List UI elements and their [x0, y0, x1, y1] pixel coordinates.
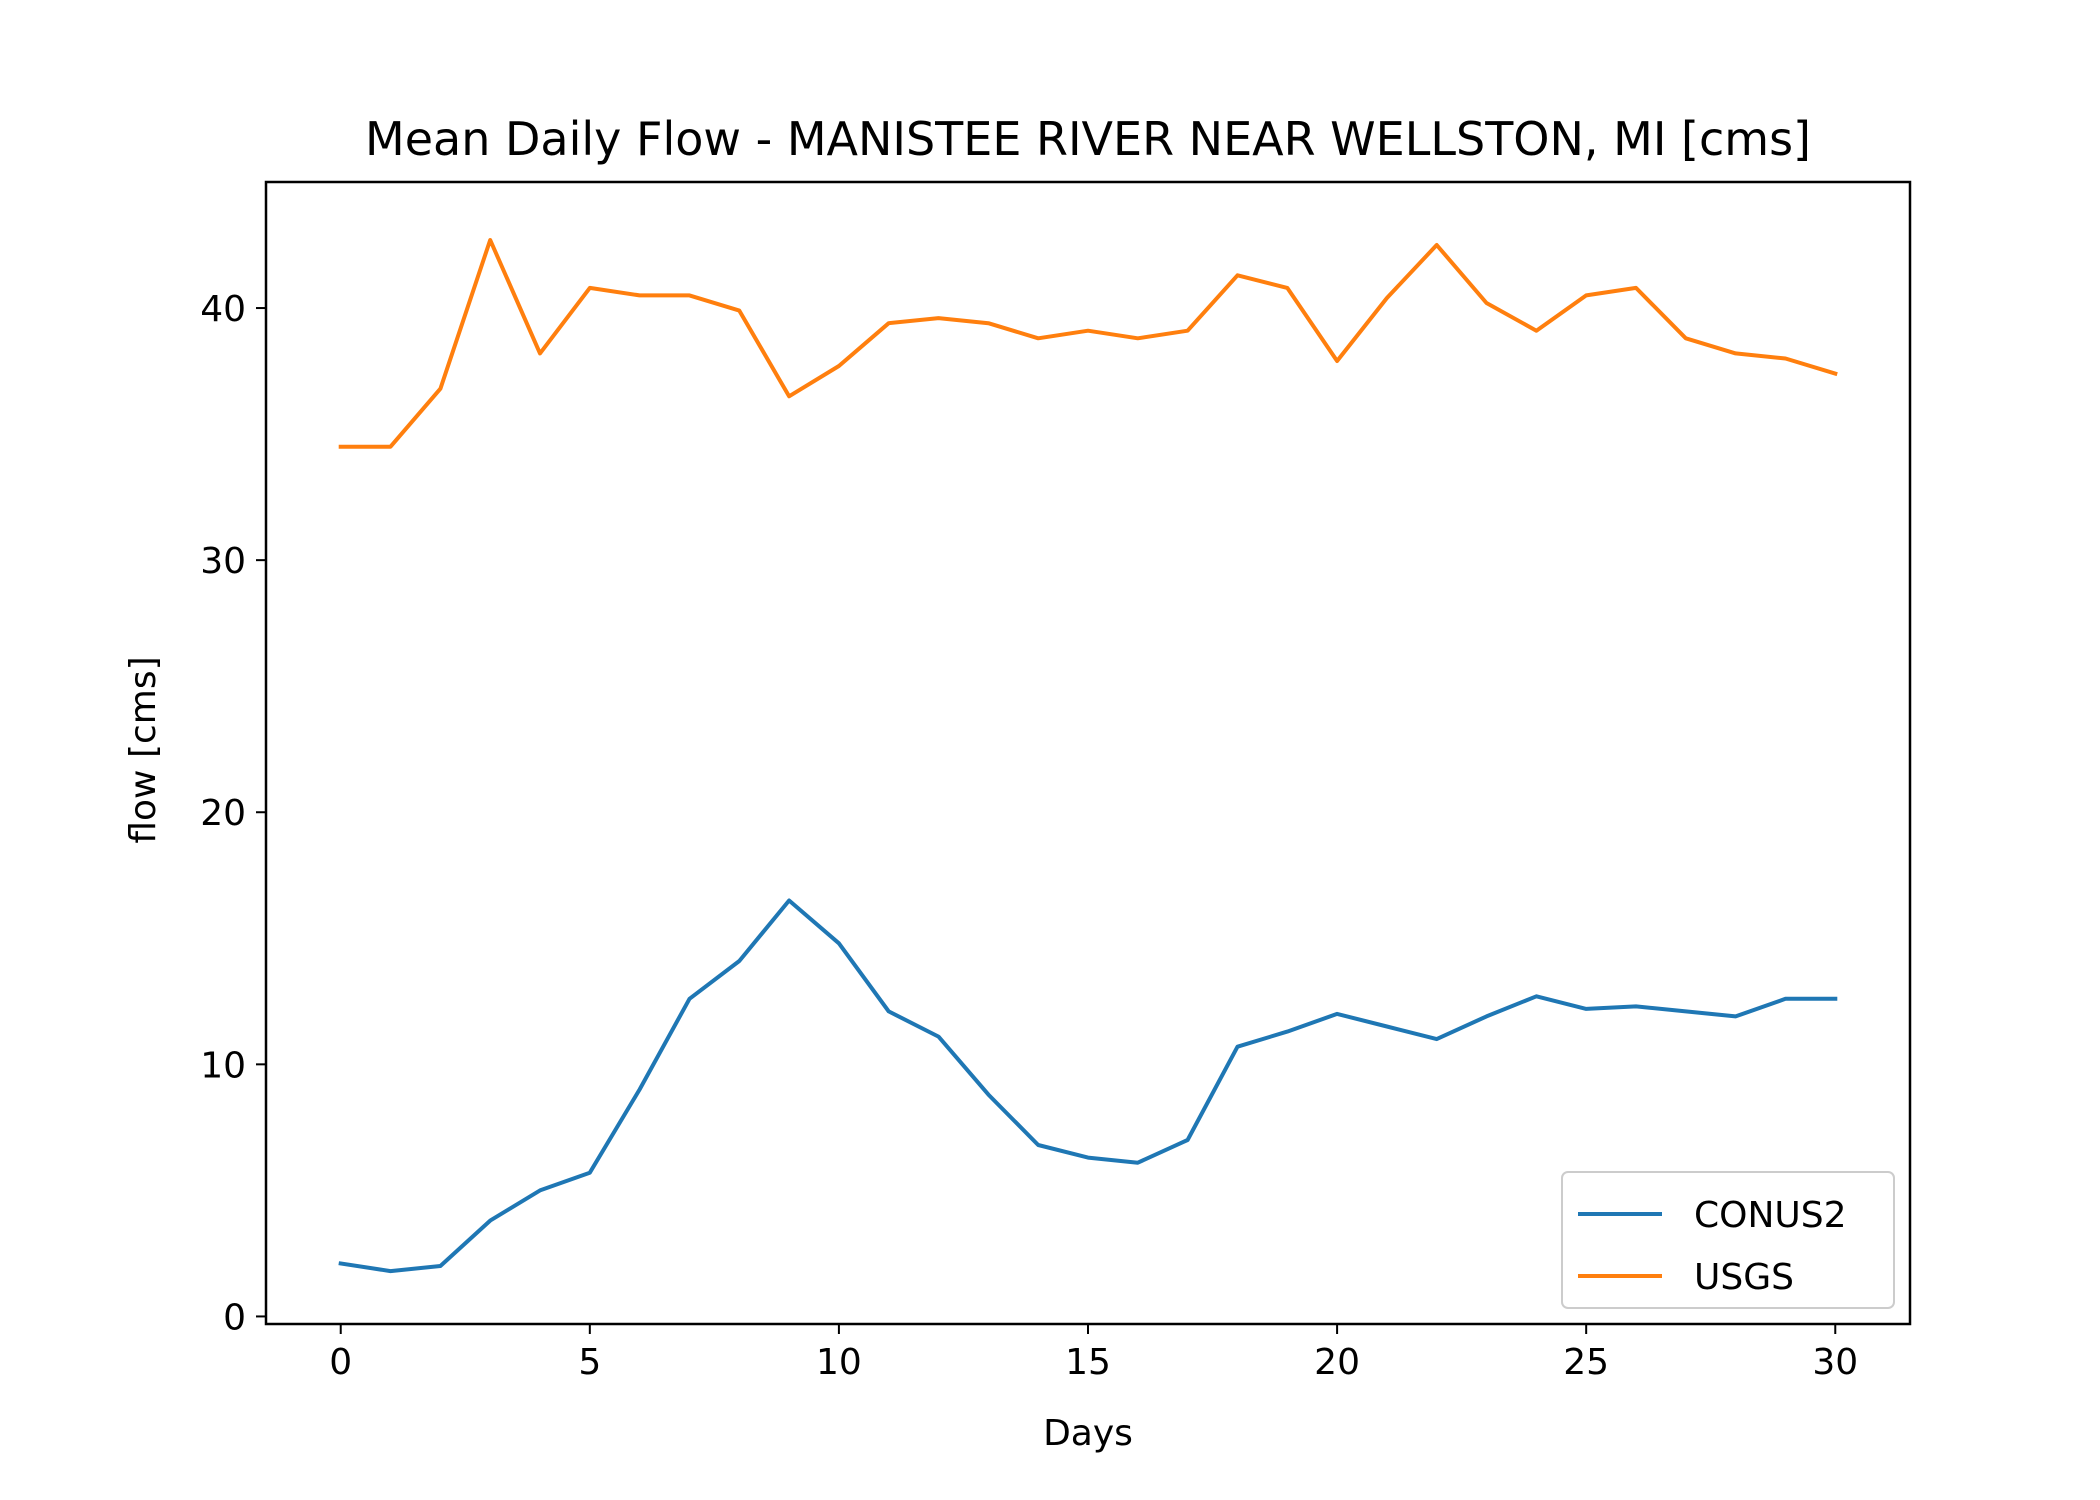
y-tick-label: 40 [200, 289, 246, 330]
series-line-conus2 [338, 898, 1838, 1274]
x-axis-ticks: 0 5 10 15 20 25 30 [329, 1324, 1858, 1383]
x-tick-label: 5 [578, 1342, 601, 1383]
x-axis-label: Days [1043, 1413, 1133, 1454]
y-axis-ticks: 0 10 20 30 40 [200, 289, 266, 1338]
chart-title: Mean Daily Flow - MANISTEE RIVER NEAR WE… [365, 112, 1811, 166]
x-tick-label: 0 [329, 1342, 352, 1383]
series-line-usgs [338, 238, 1838, 449]
legend: CONUS2 USGS [1561, 1171, 1895, 1309]
legend-label-conus2: CONUS2 [1694, 1195, 1847, 1236]
legend-label-usgs: USGS [1694, 1257, 1794, 1298]
y-axis-label: flow [cms] [123, 656, 164, 843]
x-tick-label: 15 [1065, 1342, 1111, 1383]
x-tick-label: 10 [816, 1342, 862, 1383]
x-tick-label: 20 [1314, 1342, 1360, 1383]
plot-frame [264, 180, 1912, 1326]
x-tick-label: 30 [1812, 1342, 1858, 1383]
y-tick-label: 30 [200, 541, 246, 582]
plot-area [338, 238, 1838, 1274]
y-tick-label: 20 [200, 793, 246, 834]
x-tick-label: 25 [1563, 1342, 1609, 1383]
y-tick-label: 0 [223, 1297, 246, 1338]
y-tick-label: 10 [200, 1045, 246, 1086]
